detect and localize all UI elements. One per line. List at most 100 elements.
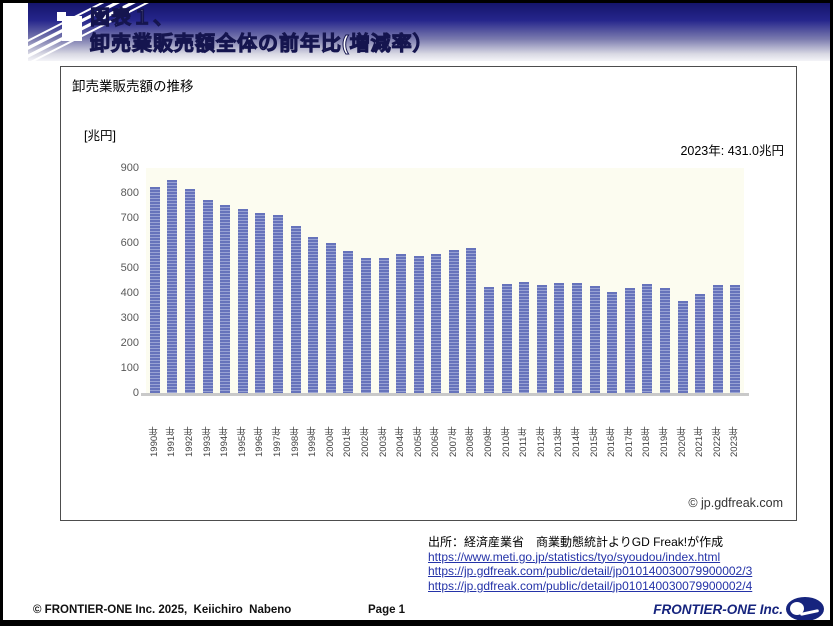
x-tick-label: 1995年 [236,426,248,457]
x-label-slot: 2015年 [586,399,604,457]
bar-2012年 [536,284,547,393]
x-tick-label: 1998年 [289,426,301,457]
x-tick-label: 2004年 [395,426,407,457]
x-label-slot: 2003年 [375,399,393,457]
bar-slot [480,168,498,393]
bar-2000年 [325,242,336,393]
bar-slot [287,168,305,393]
header-banner: 図表１、卸売業販売額全体の前年比(増減率） [28,3,830,61]
x-tick-label: 2008年 [465,426,477,457]
x-label-slot: 1990年 [146,399,164,457]
y-tick-label: 800 [120,186,139,199]
bar-1995年 [237,209,248,393]
x-tick-label: 1990年 [148,426,160,457]
bar-slot [586,168,604,393]
bar-1999年 [308,237,319,393]
x-axis-labels: 1990年 1991年 1992年 1993年 1994年 1995年 1996年 1997年… [146,399,744,457]
bar-2017年 [624,287,635,393]
x-tick-label: 1991年 [166,426,178,457]
x-tick-label: 2000年 [324,426,336,457]
x-label-slot: 2021年 [691,399,709,457]
x-label-slot: 2019年 [656,399,674,457]
x-tick-label: 2023年 [729,426,741,457]
bar-slot [199,168,217,393]
bar-slot [603,168,621,393]
x-label-slot: 2004年 [392,399,410,457]
bar-2014年 [572,282,583,393]
source-link-gdfreak-3[interactable]: https://jp.gdfreak.com/public/detail/jp0… [428,564,753,578]
bar-slot [181,168,199,393]
frontier-one-logo-icon [786,597,824,620]
x-tick-label: 2021年 [694,426,706,457]
x-label-slot: 2009年 [480,399,498,457]
footer-copyright: © FRONTIER-ONE Inc. 2025, Keiichiro Nabe… [33,604,292,616]
bar-slot [621,168,639,393]
bar-slot [498,168,516,393]
bar-2015年 [589,285,600,393]
x-tick-label: 2017年 [623,426,635,457]
source-link-gdfreak-4[interactable]: https://jp.gdfreak.com/public/detail/jp0… [428,578,753,593]
bar-slot [392,168,410,393]
bar-2018年 [642,283,653,393]
x-tick-label: 1996年 [254,426,266,457]
x-tick-label: 2003年 [377,426,389,457]
x-label-slot: 2018年 [639,399,657,457]
source-link-meti[interactable]: https://www.meti.go.jp/statistics/tyo/sy… [428,549,721,564]
slide-title-line2: 卸売業販売額全体の前年比(増減率） [90,33,434,56]
x-tick-label: 2007年 [447,426,459,457]
bar-2009年 [484,287,495,393]
x-label-slot: 2010年 [498,399,516,457]
source-text: 出所：経済産業省 商業動態統計よりGD Freak!が作成 [428,535,724,549]
bar-1991年 [167,180,178,393]
x-label-slot: 1997年 [269,399,287,457]
x-label-slot: 2014年 [568,399,586,457]
bar-slot [375,168,393,393]
y-tick-label: 900 [120,161,139,174]
bar-slot [709,168,727,393]
footer-page-number: Page 1 [368,604,406,616]
bar-slot [568,168,586,393]
bar-slot [216,168,234,393]
y-tick-label: 300 [120,311,139,324]
y-axis-unit-label: [兆円] [84,129,116,143]
bar-2010年 [501,283,512,393]
bar-2021年 [695,294,706,393]
x-label-slot: 2022年 [709,399,727,457]
x-label-slot: 2000年 [322,399,340,457]
bar-slot [463,168,481,393]
x-label-slot: 2016年 [603,399,621,457]
x-tick-label: 2020年 [676,426,688,457]
y-tick-label: 700 [120,211,139,224]
x-label-slot: 1995年 [234,399,252,457]
x-label-slot: 1993年 [199,399,217,457]
bar-slot [445,168,463,393]
bar-slot [410,168,428,393]
x-label-slot: 1998年 [287,399,305,457]
bar-2016年 [607,291,618,393]
x-tick-label: 2016年 [606,426,618,457]
slide-title-line1: 図表１、 [90,7,174,30]
bar-slot [691,168,709,393]
slide-title: 図表１、卸売業販売額全体の前年比(増減率） [90,5,434,57]
bar-1994年 [220,205,231,393]
bar-1990年 [149,187,160,393]
cube-decoration [57,12,66,21]
bar-slot [551,168,569,393]
x-label-slot: 2020年 [674,399,692,457]
bar-1997年 [272,215,283,393]
bar-slot [164,168,182,393]
bar-slot [727,168,745,393]
bar-1996年 [255,212,266,393]
chart-panel: 卸売業販売額の推移 [兆円] 2023年: 431.0兆円 0 100 200 300… [60,66,797,521]
x-label-slot: 1996年 [252,399,270,457]
x-tick-label: 2022年 [711,426,723,457]
source-block: 出所：経済産業省 商業動態統計よりGD Freak!が作成 https://ww… [428,535,752,593]
x-tick-label: 2019年 [659,426,671,457]
x-tick-label: 1993年 [201,426,213,457]
brand-name: FRONTIER-ONE Inc. [653,602,783,617]
chart-title: 卸売業販売額の推移 [72,79,194,94]
bar-2008年 [466,248,477,393]
bar-2020年 [677,301,688,393]
x-label-slot: 2023年 [727,399,745,457]
